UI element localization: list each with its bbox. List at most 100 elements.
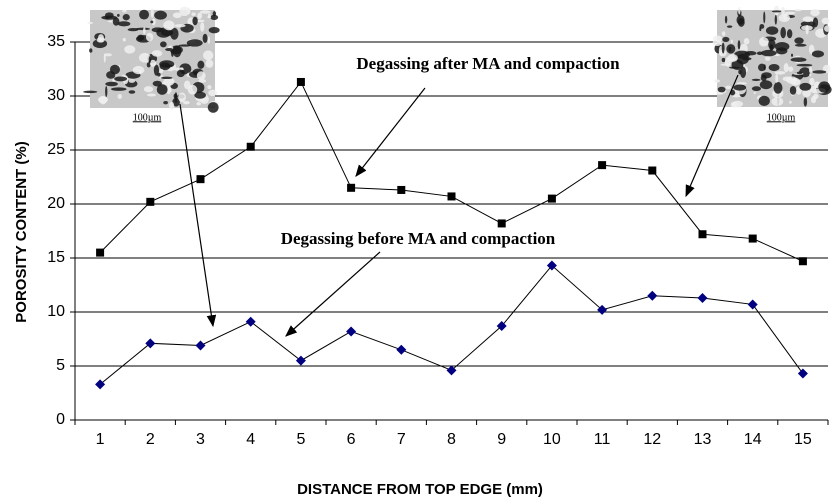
inset-texture xyxy=(105,81,118,87)
inset-texture xyxy=(174,24,186,28)
x-tick-label: 10 xyxy=(543,431,561,448)
inset-texture xyxy=(729,66,740,69)
inset-texture xyxy=(159,62,171,71)
inset-texture xyxy=(794,8,802,12)
x-tick-label: 3 xyxy=(196,431,205,448)
inset-texture xyxy=(786,29,793,39)
x-tick-label: 1 xyxy=(96,431,105,448)
inset-texture xyxy=(105,12,114,19)
arrow xyxy=(179,103,217,328)
inset-texture xyxy=(796,63,813,67)
inset-texture xyxy=(759,24,765,29)
inset-texture xyxy=(128,90,136,94)
inset-texture xyxy=(821,17,830,25)
inset-texture xyxy=(759,80,773,90)
inset-texture xyxy=(808,67,813,74)
inset-texture xyxy=(810,96,817,104)
inset-texture xyxy=(768,39,776,50)
inset-texture xyxy=(208,89,218,97)
inset-texture xyxy=(739,43,748,53)
inset-texture xyxy=(780,27,786,39)
inset-texture xyxy=(164,64,173,67)
x-tick-label: 2 xyxy=(146,431,155,448)
inset-texture xyxy=(150,8,154,18)
inset-texture xyxy=(178,44,191,47)
y-tick-label: 25 xyxy=(47,141,65,158)
y-tick-label: 15 xyxy=(47,249,65,266)
inset-texture xyxy=(149,59,157,67)
inset-texture xyxy=(763,11,766,24)
x-tick-label: 13 xyxy=(694,431,712,448)
point xyxy=(598,161,607,170)
inset-texture xyxy=(205,59,214,68)
point xyxy=(797,368,808,379)
inset-texture xyxy=(714,79,721,83)
series-annotation: Degassing after MA and compaction xyxy=(356,54,620,73)
inset-texture xyxy=(159,69,164,73)
inset-texture xyxy=(152,80,162,87)
inset-texture xyxy=(722,36,730,43)
inset-texture xyxy=(157,72,161,77)
inset-texture xyxy=(733,84,747,91)
inset-texture xyxy=(789,85,797,95)
point xyxy=(95,379,106,390)
inset-texture xyxy=(730,39,733,44)
inset-texture xyxy=(200,22,205,32)
inset-texture xyxy=(154,10,167,20)
inset-texture xyxy=(97,34,105,43)
inset-texture xyxy=(773,81,783,94)
inset-texture xyxy=(132,66,145,75)
point xyxy=(697,292,708,303)
inset-texture xyxy=(156,84,168,95)
inset-texture xyxy=(207,36,211,44)
inset-texture xyxy=(810,8,820,17)
scale-bar-label: 100µm xyxy=(133,112,162,123)
inset-texture xyxy=(788,66,794,72)
inset-texture xyxy=(124,45,136,54)
point xyxy=(145,338,156,349)
x-tick-label: 15 xyxy=(794,431,812,448)
inset-texture xyxy=(790,78,801,86)
point xyxy=(296,77,305,86)
inset-texture xyxy=(173,93,178,99)
point xyxy=(146,197,155,206)
x-tick-label: 9 xyxy=(497,431,506,448)
inset-texture xyxy=(135,27,151,31)
inset-texture xyxy=(170,27,179,40)
inset-texture xyxy=(197,60,205,69)
inset-texture xyxy=(781,6,785,16)
inset-texture xyxy=(736,82,747,85)
y-tick-label: 5 xyxy=(56,357,65,374)
inset-texture xyxy=(751,86,762,92)
inset-texture xyxy=(790,57,807,62)
inset-texture xyxy=(179,6,190,17)
point xyxy=(246,142,255,151)
point xyxy=(347,183,356,192)
inset-texture xyxy=(803,97,808,107)
inset-texture xyxy=(151,50,163,57)
point xyxy=(597,304,608,315)
y-tick-label: 0 xyxy=(56,411,65,428)
inset-texture xyxy=(202,50,214,61)
inset-texture xyxy=(147,93,156,97)
inset-texture xyxy=(194,91,206,99)
inset-texture xyxy=(163,77,175,86)
inset-texture xyxy=(783,63,789,73)
inset-texture xyxy=(717,86,726,93)
inset-texture xyxy=(789,100,792,104)
inset-texture xyxy=(758,36,769,47)
inset-texture xyxy=(737,17,745,27)
inset-texture xyxy=(812,70,827,74)
inset-texture xyxy=(802,89,811,98)
inset-texture xyxy=(773,5,780,16)
point xyxy=(497,219,506,228)
inset-texture xyxy=(778,13,790,23)
inset-texture xyxy=(166,85,171,95)
arrow xyxy=(685,74,739,198)
point xyxy=(748,234,757,243)
x-tick-label: 8 xyxy=(447,431,456,448)
inset-texture xyxy=(183,100,190,105)
inset-texture xyxy=(207,102,219,113)
inset-texture xyxy=(716,92,724,95)
inset-texture xyxy=(721,42,725,54)
